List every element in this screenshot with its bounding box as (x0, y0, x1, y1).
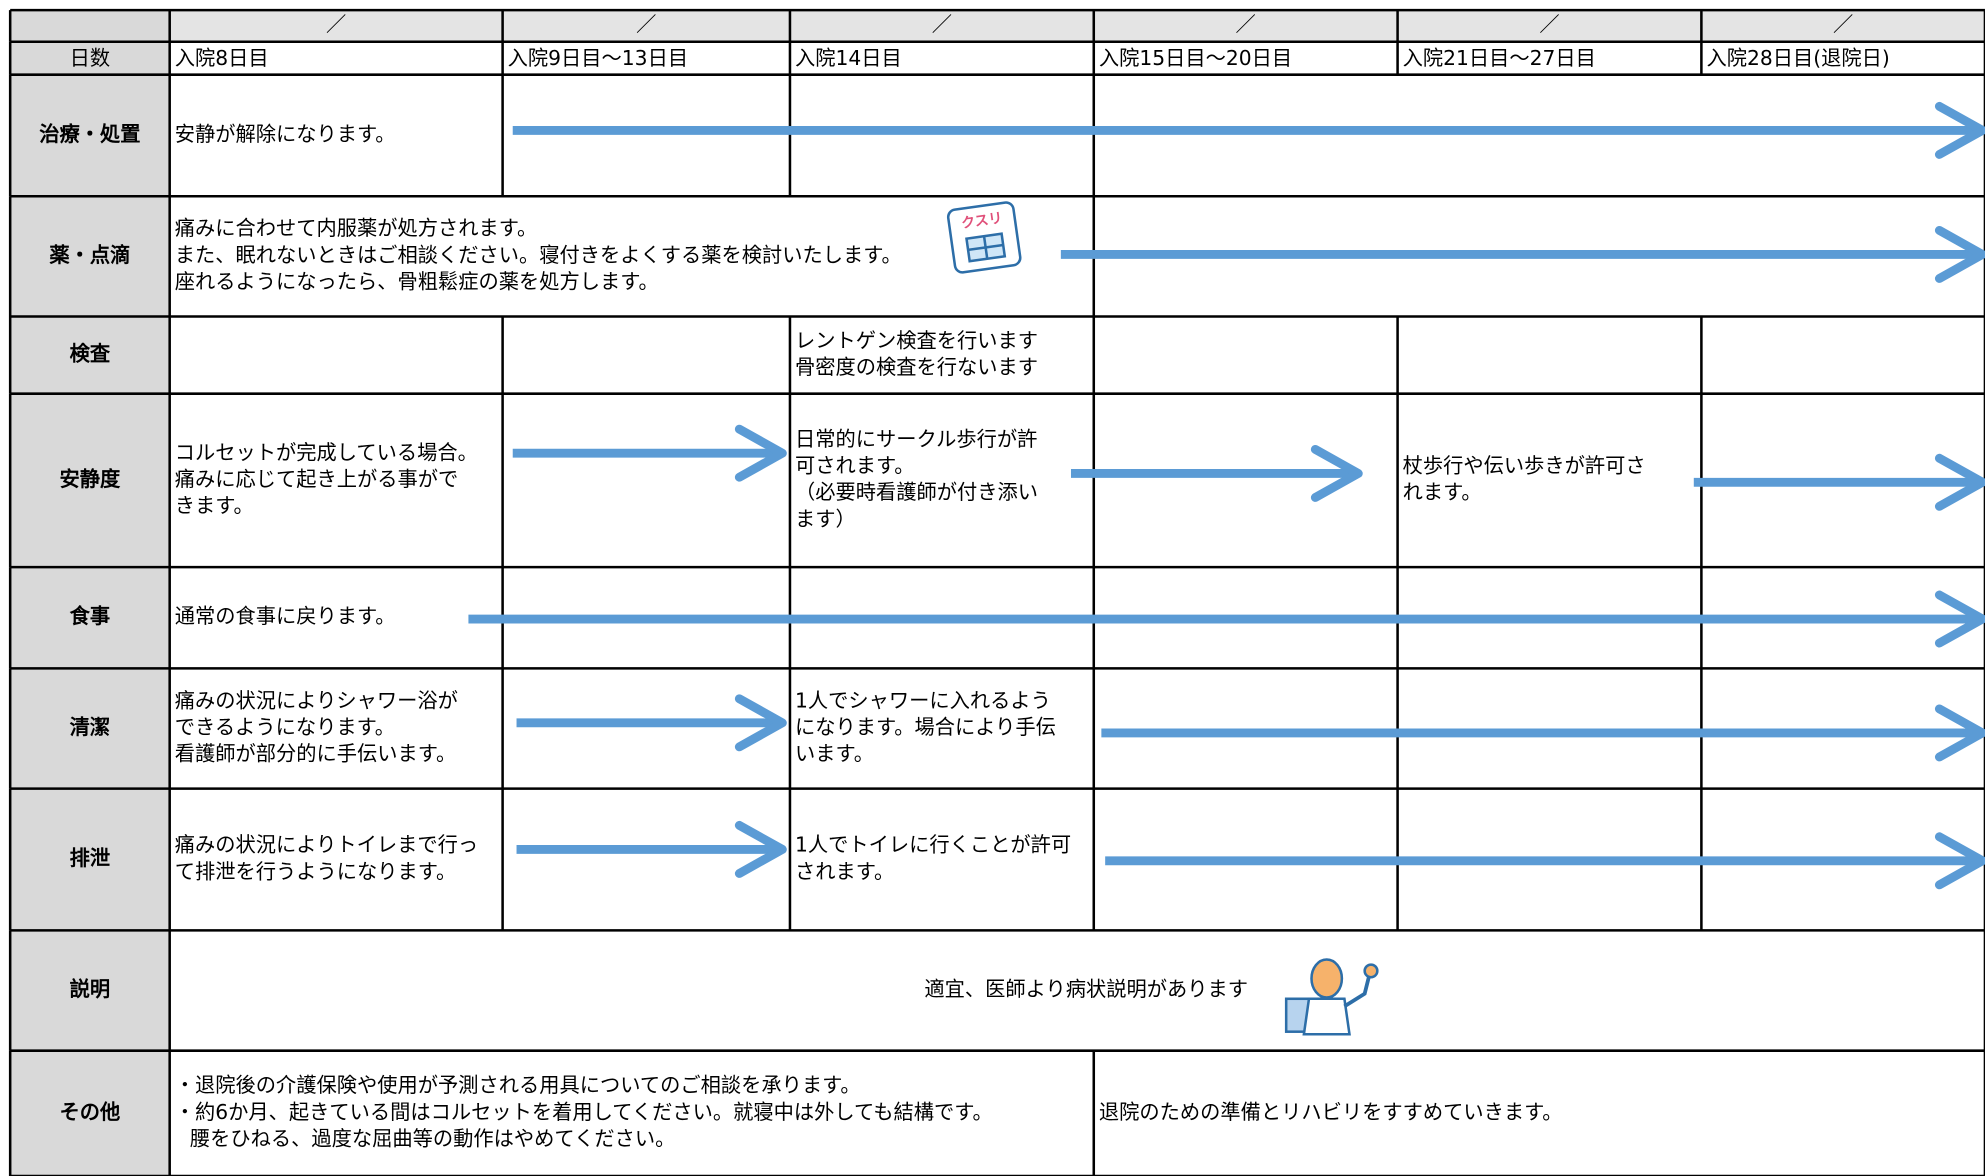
cell-text: できるようになります。 (175, 715, 395, 739)
day-cell: 入院28日目(退院日) (1706, 46, 1889, 70)
header-band (10, 10, 1985, 42)
row-label: 清潔 (70, 715, 111, 739)
row-label: 排泄 (70, 846, 111, 870)
date-mark: ／ (1539, 12, 1559, 36)
arrow-head (1934, 453, 1985, 511)
cell-text: 1人でシャワーに入れるよう (795, 688, 1051, 712)
cell-text: 通常の食事に戻ります。 (175, 604, 396, 628)
row-label: 食事 (70, 604, 111, 628)
doctor-icon (1284, 958, 1379, 1036)
progress-arrow (512, 424, 787, 482)
cell-text: 腰をひねる、過度な屈曲等の動作はやめてください。 (190, 1126, 675, 1150)
row-label: 薬・点滴 (49, 243, 130, 267)
row-label: 安静度 (60, 467, 122, 491)
cell-text: 骨密度の検査を行ないます (795, 355, 1038, 379)
day-cell: 入院9日目～13日目 (508, 46, 688, 70)
doc-hand (1363, 963, 1379, 979)
cell-text: されます。 (795, 859, 894, 883)
date-mark: ／ (326, 12, 346, 36)
cell-text: 痛みに合わせて内服薬が処方されます。 (175, 216, 537, 240)
arrow-head (1934, 590, 1985, 648)
icon-table-line (982, 236, 989, 259)
cell-text: 座れるようになったら、骨粗鬆症の薬を処方します。 (175, 269, 659, 293)
progress-arrow (1070, 444, 1363, 502)
arrow-head (1310, 444, 1363, 502)
cell-text: レントゲン検査を行います (795, 328, 1038, 352)
arrow-head (1934, 101, 1985, 159)
cell-text: （必要時看護師が付き添い (795, 480, 1038, 504)
cell-text: 痛みの状況によりトイレまで行っ (175, 833, 478, 857)
medicine-icon: クスリ (946, 201, 1022, 274)
progress-arrow (1105, 832, 1985, 890)
doc-arm (1343, 972, 1372, 1008)
cell-text: きます。 (175, 493, 254, 517)
cell-text: 日常的にサークル歩行が許 (795, 427, 1037, 451)
cell-text: 痛みに応じて起き上がる事がで (175, 467, 459, 491)
cell-text: れます。 (1403, 480, 1482, 504)
label-column (10, 10, 170, 1176)
day-cell: 入院21日目～27日目 (1403, 46, 1596, 70)
row-label: その他 (60, 1100, 121, 1124)
cell-text: います。 (795, 742, 874, 766)
cell-text: 安静が解除になります。 (175, 122, 396, 146)
icon-label: クスリ (960, 210, 1003, 232)
cell-text: 看護師が部分的に手伝います。 (175, 742, 456, 766)
progress-arrow (1693, 453, 1985, 511)
doc-body (1302, 997, 1351, 1036)
progress-arrow (516, 820, 787, 878)
arrow-head (734, 694, 787, 752)
cell-text: て排泄を行うようになります。 (175, 859, 456, 883)
day-cell: 入院14日目 (795, 46, 902, 70)
date-mark: ／ (1833, 12, 1853, 36)
progress-arrow (512, 101, 1985, 159)
cell-text: 可されます。 (795, 454, 914, 478)
date-mark: ／ (932, 12, 952, 36)
cell-text: また、眠れないときはご相談ください。寝付きをよくする薬を検討いたします。 (175, 243, 902, 267)
row-label: 治療・処置 (39, 122, 140, 146)
day-cell: 入院8日目 (175, 46, 269, 70)
arrow-head (734, 424, 787, 482)
cell-text: 適宜、医師より病状説明があります (924, 977, 1248, 1001)
cell-text: 1人でトイレに行くことが許可 (795, 833, 1071, 857)
doc-head (1310, 958, 1344, 999)
cell-text: 杖歩行や伝い歩きが許可さ (1403, 454, 1646, 478)
arrow-head (1934, 832, 1985, 890)
row-label: 説明 (70, 977, 111, 1001)
progress-arrow (1060, 225, 1985, 283)
arrow-head (734, 820, 787, 878)
cell-text: コルセットが完成している場合。 (175, 440, 478, 464)
arrow-head (1934, 704, 1985, 762)
cell-text: ・約6か月、起きている間はコルセットを着用してください。就寝中は外しても結構です… (175, 1100, 993, 1124)
progress-arrow (1101, 704, 1985, 762)
date-mark: ／ (1236, 12, 1256, 36)
day-cell: 入院15日目～20日目 (1099, 46, 1292, 70)
progress-arrow (516, 694, 787, 752)
arrow-head (1934, 225, 1985, 283)
cell-text: ・退院後の介護保険や使用が予測される用具についてのご相談を承ります。 (175, 1073, 861, 1097)
day-label: 日数 (70, 46, 111, 70)
cell-text: 退院のための準備とリハビリをすすめていきます。 (1099, 1100, 1563, 1124)
date-mark: ／ (636, 12, 656, 36)
progress-arrow (468, 590, 1985, 648)
cell-text: ます） (795, 507, 856, 531)
row-label: 検査 (70, 342, 111, 366)
cell-text: になります。場合により手伝 (795, 715, 1056, 739)
cell-text: 痛みの状況によりシャワー浴が (175, 688, 458, 712)
